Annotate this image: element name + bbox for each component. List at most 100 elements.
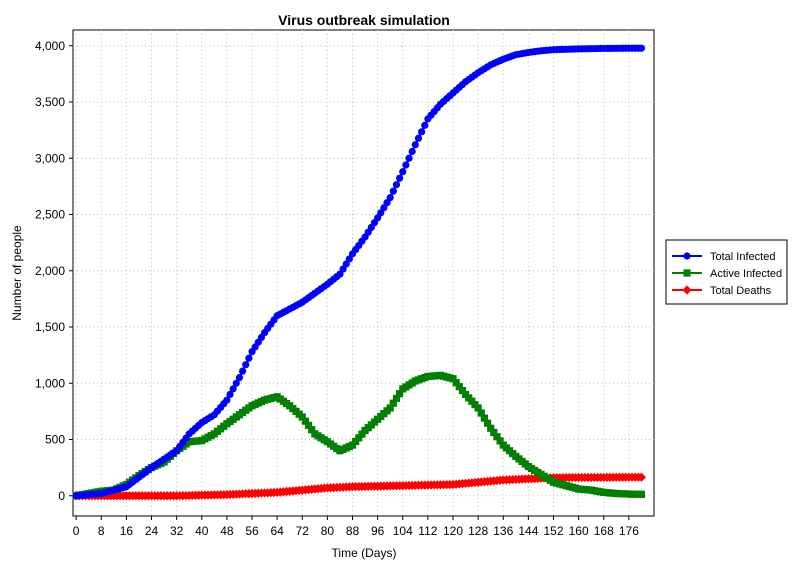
legend-item: Total Infected bbox=[672, 251, 775, 263]
x-axis-label: Time (Days) bbox=[332, 546, 397, 560]
data-point bbox=[480, 414, 489, 422]
data-point bbox=[389, 187, 397, 195]
x-tick-label: 112 bbox=[418, 524, 437, 538]
data-point bbox=[304, 421, 313, 430]
data-point bbox=[389, 399, 397, 407]
x-tick-label: 0 bbox=[73, 524, 80, 538]
data-point bbox=[242, 361, 250, 369]
y-tick-label: 1,000 bbox=[35, 376, 65, 390]
x-tick-label: 96 bbox=[371, 524, 385, 538]
data-point bbox=[452, 379, 460, 387]
series-total-infected bbox=[72, 44, 646, 500]
data-point bbox=[637, 490, 646, 498]
x-tick-label: 120 bbox=[443, 524, 463, 538]
data-point bbox=[358, 430, 366, 438]
data-point bbox=[399, 168, 407, 176]
data-point bbox=[232, 379, 240, 387]
legend-item: Total Deaths bbox=[672, 285, 772, 297]
data-point bbox=[348, 441, 357, 449]
y-axis-label: Number of people bbox=[10, 225, 24, 321]
data-point bbox=[238, 367, 247, 375]
x-tick-label: 152 bbox=[543, 524, 563, 538]
data-point bbox=[386, 194, 394, 202]
x-tick-label: 32 bbox=[170, 524, 184, 538]
data-point bbox=[235, 374, 244, 382]
x-tick-label: 64 bbox=[270, 524, 284, 538]
data-point bbox=[298, 413, 306, 421]
y-tick-label: 2,000 bbox=[35, 264, 65, 278]
y-tick-label: 1,500 bbox=[35, 320, 65, 334]
data-point bbox=[418, 128, 426, 136]
x-tick-label: 24 bbox=[145, 524, 159, 538]
x-tick-label: 168 bbox=[594, 524, 614, 538]
data-point bbox=[483, 419, 492, 427]
data-point bbox=[396, 174, 404, 182]
data-point bbox=[408, 147, 416, 156]
y-tick-label: 0 bbox=[58, 489, 65, 503]
data-point bbox=[636, 472, 647, 482]
legend-marker bbox=[682, 285, 692, 295]
data-point bbox=[487, 424, 495, 432]
data-point bbox=[414, 134, 423, 142]
data-point bbox=[405, 154, 413, 162]
series-total-deaths bbox=[71, 472, 647, 501]
x-tick-label: 144 bbox=[518, 524, 538, 538]
data-point bbox=[245, 354, 253, 362]
y-tick-label: 500 bbox=[45, 433, 65, 447]
y-tick-label: 3,000 bbox=[35, 151, 65, 165]
grid-lines bbox=[73, 30, 654, 516]
data-point bbox=[477, 409, 485, 417]
data-point bbox=[355, 434, 363, 442]
data-point bbox=[637, 44, 646, 52]
data-point bbox=[496, 437, 504, 445]
x-tick-label: 40 bbox=[195, 524, 209, 538]
x-tick-label: 128 bbox=[468, 524, 488, 538]
plot-area bbox=[72, 29, 655, 517]
data-point bbox=[421, 121, 429, 129]
x-tick-label: 136 bbox=[493, 524, 513, 538]
legend-marker bbox=[683, 252, 691, 260]
x-tick-label: 16 bbox=[120, 524, 134, 538]
x-tick-label: 48 bbox=[220, 524, 234, 538]
data-point bbox=[223, 396, 231, 404]
data-point bbox=[392, 394, 401, 403]
data-point bbox=[226, 390, 234, 399]
data-point bbox=[493, 433, 501, 441]
x-tick-label: 8 bbox=[98, 524, 105, 538]
data-point bbox=[386, 404, 394, 412]
data-point bbox=[455, 383, 463, 391]
legend: Total Infected Active Infected Total Death… bbox=[665, 239, 788, 305]
data-point bbox=[411, 141, 419, 149]
x-tick-label: 80 bbox=[321, 524, 335, 538]
y-tick-label: 3,500 bbox=[35, 95, 65, 109]
data-point bbox=[352, 437, 360, 446]
x-tick-label: 160 bbox=[569, 524, 589, 538]
legend-item: Active Infected bbox=[672, 268, 782, 280]
y-tick-label: 4,000 bbox=[35, 39, 65, 53]
legend-label: Total Deaths bbox=[710, 285, 772, 297]
legend-label: Total Infected bbox=[710, 251, 775, 263]
y-tick-label: 2,500 bbox=[35, 208, 65, 222]
legend-label: Active Infected bbox=[710, 268, 782, 280]
data-point bbox=[490, 428, 498, 437]
x-tick-label: 104 bbox=[393, 524, 413, 538]
data-point bbox=[308, 426, 316, 434]
data-point bbox=[392, 181, 401, 189]
legend-marker bbox=[683, 269, 691, 277]
data-point bbox=[396, 390, 404, 398]
x-tick-label: 72 bbox=[296, 524, 310, 538]
data-point bbox=[449, 375, 457, 383]
x-tick-label: 88 bbox=[346, 524, 360, 538]
x-tick-label: 56 bbox=[245, 524, 259, 538]
chart-title: Virus outbreak simulation bbox=[278, 12, 450, 28]
data-point bbox=[458, 386, 467, 395]
data-point bbox=[229, 385, 237, 393]
series-layer bbox=[71, 44, 647, 501]
data-point bbox=[474, 404, 482, 412]
data-point bbox=[402, 161, 410, 169]
axes: 0 8 16 24 32 40 48 56 64 72 80 88 96 104 112 120 128 136 1… bbox=[35, 39, 639, 538]
data-point bbox=[301, 417, 309, 425]
x-tick-label: 176 bbox=[619, 524, 639, 538]
